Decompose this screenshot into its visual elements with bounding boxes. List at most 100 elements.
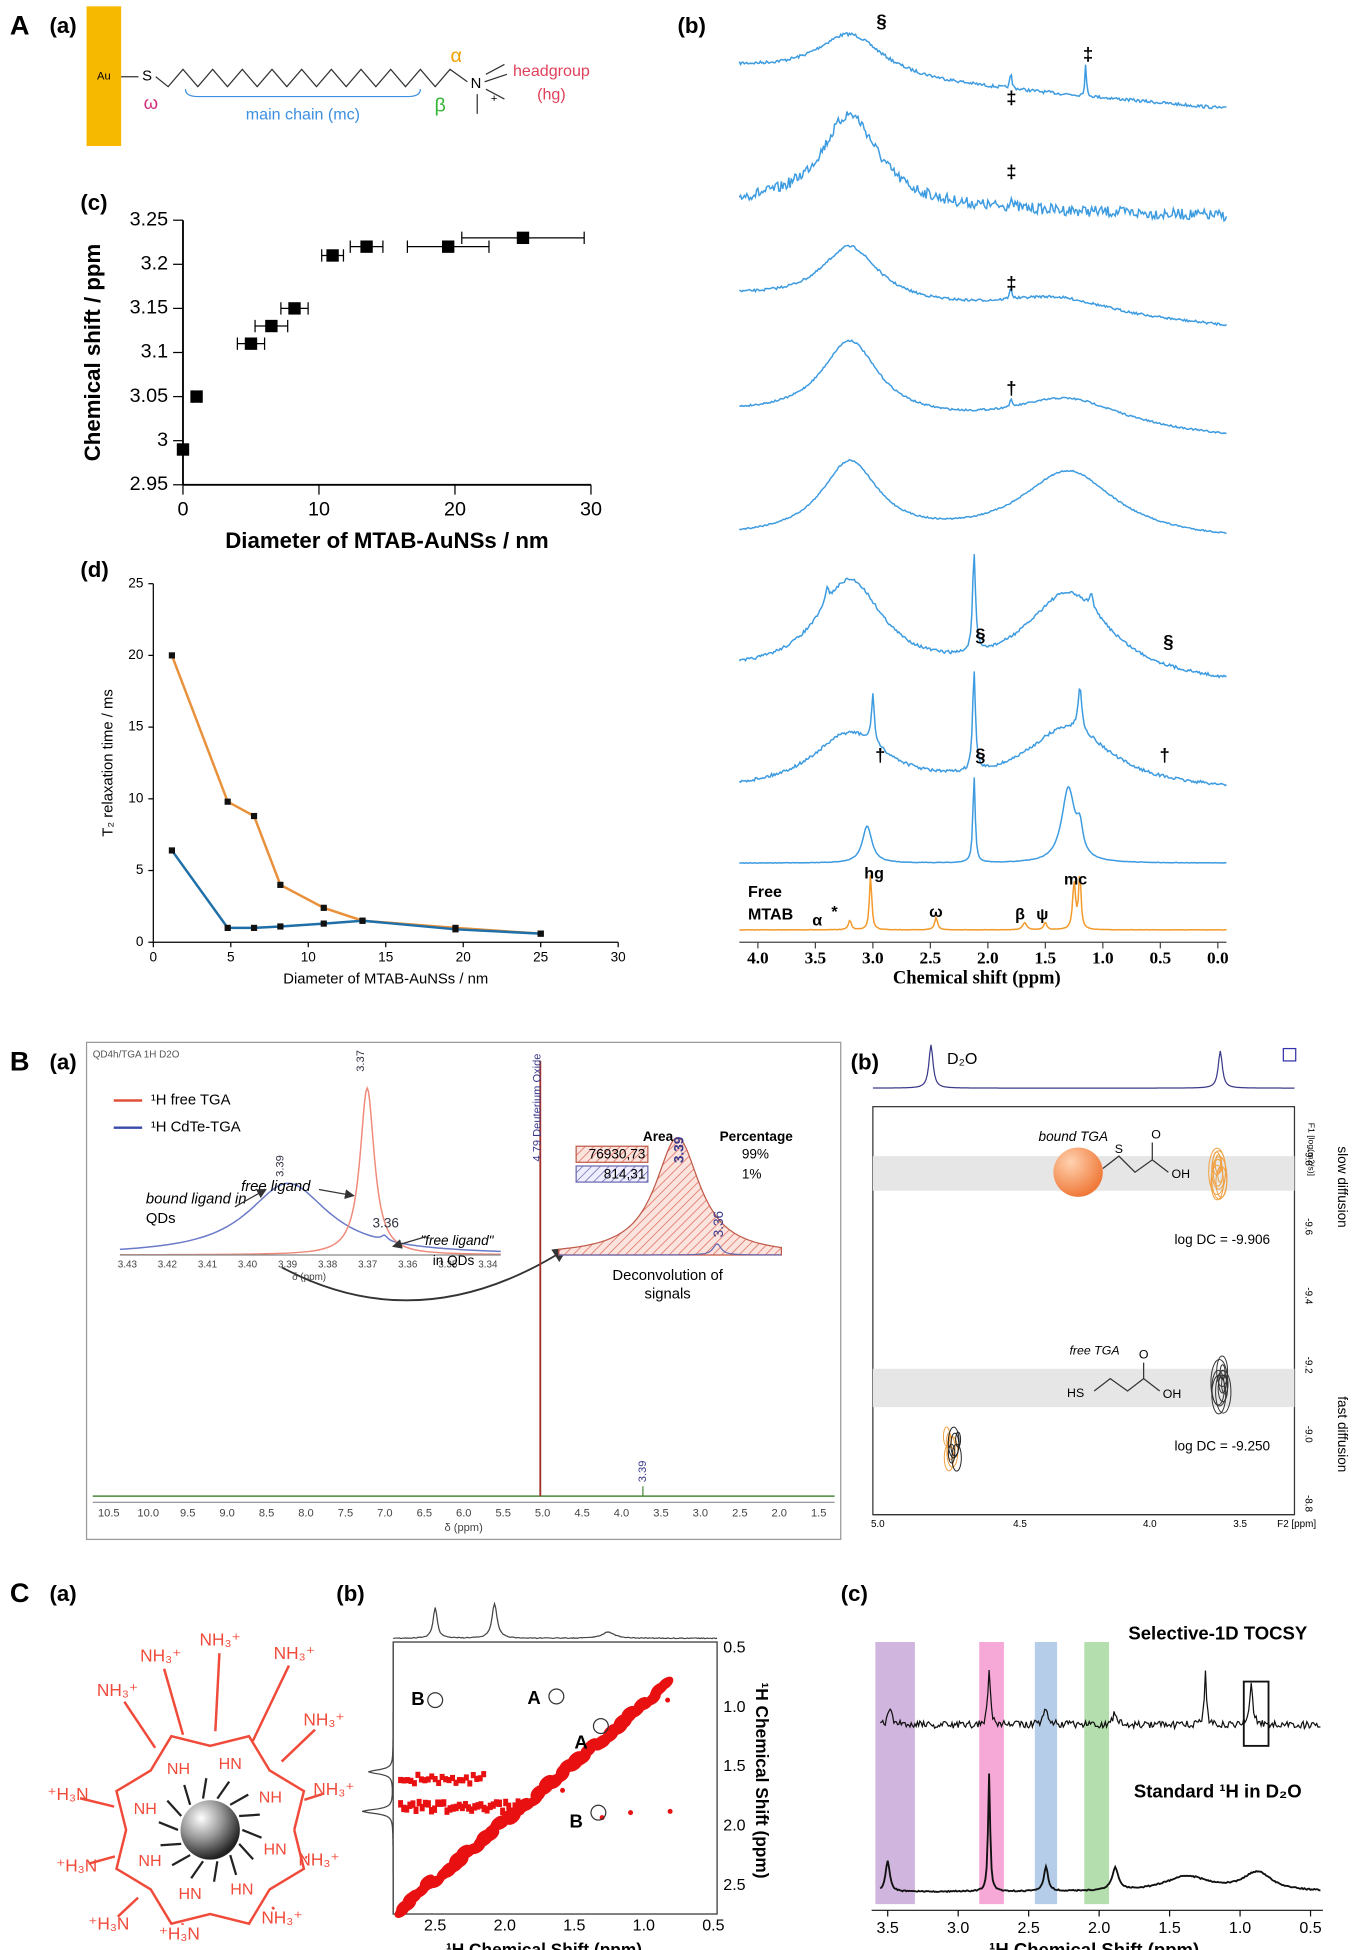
trace-label: Selective-1D TOCSY xyxy=(1128,1622,1308,1643)
x-tick-label: 3.0 xyxy=(693,1507,708,1519)
x-tick-label: 3.34 xyxy=(478,1260,498,1271)
amine-label: ⁺H₃N xyxy=(47,1784,88,1804)
x-axis-label: F2 [ppm] xyxy=(1277,1519,1316,1530)
y-tick-label: 10 xyxy=(128,790,144,805)
spectrum xyxy=(738,111,1228,223)
point xyxy=(326,249,339,262)
x-axis-label: δ (ppm) xyxy=(444,1522,483,1534)
amine-label: NH xyxy=(259,1788,282,1806)
cross-peak xyxy=(398,1800,404,1808)
x-tick-label: 4.5 xyxy=(1013,1519,1027,1530)
peak-label: 3.36 xyxy=(711,1211,726,1237)
y-axis-label: F1 [log(m2/s)] xyxy=(1306,1123,1316,1176)
projection xyxy=(872,1044,1295,1089)
peak-label: ψ xyxy=(1036,905,1048,923)
highlight-band xyxy=(875,1642,915,1905)
ligand-spoke xyxy=(190,1860,204,1879)
point xyxy=(176,443,190,456)
highlight-band xyxy=(1034,1642,1058,1905)
cross-peak xyxy=(512,1802,518,1810)
point xyxy=(190,390,203,403)
cross-peak xyxy=(658,1676,674,1691)
peak-mark: † xyxy=(1159,745,1169,766)
atom: HS xyxy=(1067,1386,1084,1400)
label: N xyxy=(471,76,482,92)
gold-surface xyxy=(86,6,122,147)
x-tick-label: 0.5 xyxy=(702,1917,724,1935)
y-tick-label: -9.4 xyxy=(1302,1287,1313,1305)
annotation: signals xyxy=(645,1287,691,1303)
x-tick-label: 0.5 xyxy=(1299,1919,1321,1937)
spectrum xyxy=(739,339,1227,435)
panel-label: (b) xyxy=(336,1581,364,1606)
label: + xyxy=(491,93,498,105)
ligand-spoke xyxy=(201,1777,208,1799)
dendrimer-ring xyxy=(115,1734,306,1926)
amine-label: NH₃⁺ xyxy=(140,1645,181,1665)
cross-peak xyxy=(411,1780,417,1787)
cross-peak xyxy=(484,1806,490,1814)
cross-peak xyxy=(439,1773,445,1781)
y-tick-label: 0.5 xyxy=(723,1638,745,1656)
branch xyxy=(280,1728,316,1763)
cross-peak xyxy=(453,1803,459,1812)
ligand-spoke xyxy=(238,1843,254,1860)
x-tick-label: 6.5 xyxy=(417,1507,432,1519)
panel-label: (c) xyxy=(80,190,107,215)
cross-peak xyxy=(490,1801,496,1809)
y-tick-label: 3.05 xyxy=(130,385,168,407)
point xyxy=(320,920,327,927)
cross-peak xyxy=(441,1799,447,1807)
ligand-spoke xyxy=(171,1854,191,1867)
peak-mark: § xyxy=(1163,631,1173,652)
spectrum-frame xyxy=(85,1041,842,1541)
x-tick-label: 3.0 xyxy=(947,1919,969,1937)
atom: O xyxy=(1139,1347,1149,1361)
ligand-spoke xyxy=(160,1842,182,1847)
peak-label: * xyxy=(831,903,838,921)
cross-peak xyxy=(436,1779,442,1787)
peak-label: 4.79 Deuterium Oxide xyxy=(532,1054,544,1162)
y-tick-label: 3.25 xyxy=(130,208,168,230)
molecule xyxy=(1093,1362,1161,1392)
point xyxy=(359,917,366,924)
peak-circle xyxy=(590,1804,607,1821)
y-tick-label: 3.15 xyxy=(130,297,168,319)
y-tick-label: -9.0 xyxy=(1302,1426,1313,1444)
spectrum-label: MTAB xyxy=(748,905,793,923)
annotation: free TGA xyxy=(1069,1344,1119,1358)
peak-mark: ‡ xyxy=(1083,44,1093,65)
cross-peak xyxy=(493,1799,499,1807)
standard-trace xyxy=(879,1773,1321,1893)
point xyxy=(277,881,284,888)
x-tick-label: 1.0 xyxy=(1229,1919,1251,1937)
cross-peak xyxy=(469,1806,475,1814)
cross-peak xyxy=(497,1799,502,1808)
peak-label: A xyxy=(574,1731,587,1752)
peak-label: B xyxy=(569,1810,582,1831)
panel-letter: A xyxy=(10,10,30,41)
cross-peak xyxy=(446,1776,452,1784)
tocsy-trace xyxy=(880,1670,1321,1731)
x-tick-label: 4.0 xyxy=(1143,1519,1157,1530)
spectrum-label: Free xyxy=(748,883,782,901)
x-tick-label: 20 xyxy=(444,499,466,521)
cross-peak xyxy=(425,1776,431,1783)
y-tick-label: -8.8 xyxy=(1302,1495,1313,1513)
x-tick-label: 3.40 xyxy=(238,1260,258,1271)
peak-label: 3.39 xyxy=(637,1461,649,1483)
point xyxy=(224,798,231,805)
ligand-spoke xyxy=(183,1784,192,1806)
x-tick-label: 3.37 xyxy=(358,1260,377,1271)
label: ω xyxy=(144,92,158,113)
x-tick-label: 5.0 xyxy=(535,1507,550,1519)
x-tick-label: 3.39 xyxy=(278,1260,298,1271)
amine-label: ⁺H₃N xyxy=(159,1924,200,1944)
x-tick-label: 5.5 xyxy=(495,1507,510,1519)
branch xyxy=(251,1664,291,1742)
label: β xyxy=(434,95,445,117)
cross-peak xyxy=(447,1805,453,1813)
peak-mark: ‡ xyxy=(1006,272,1016,293)
cross-peak xyxy=(398,1776,404,1784)
